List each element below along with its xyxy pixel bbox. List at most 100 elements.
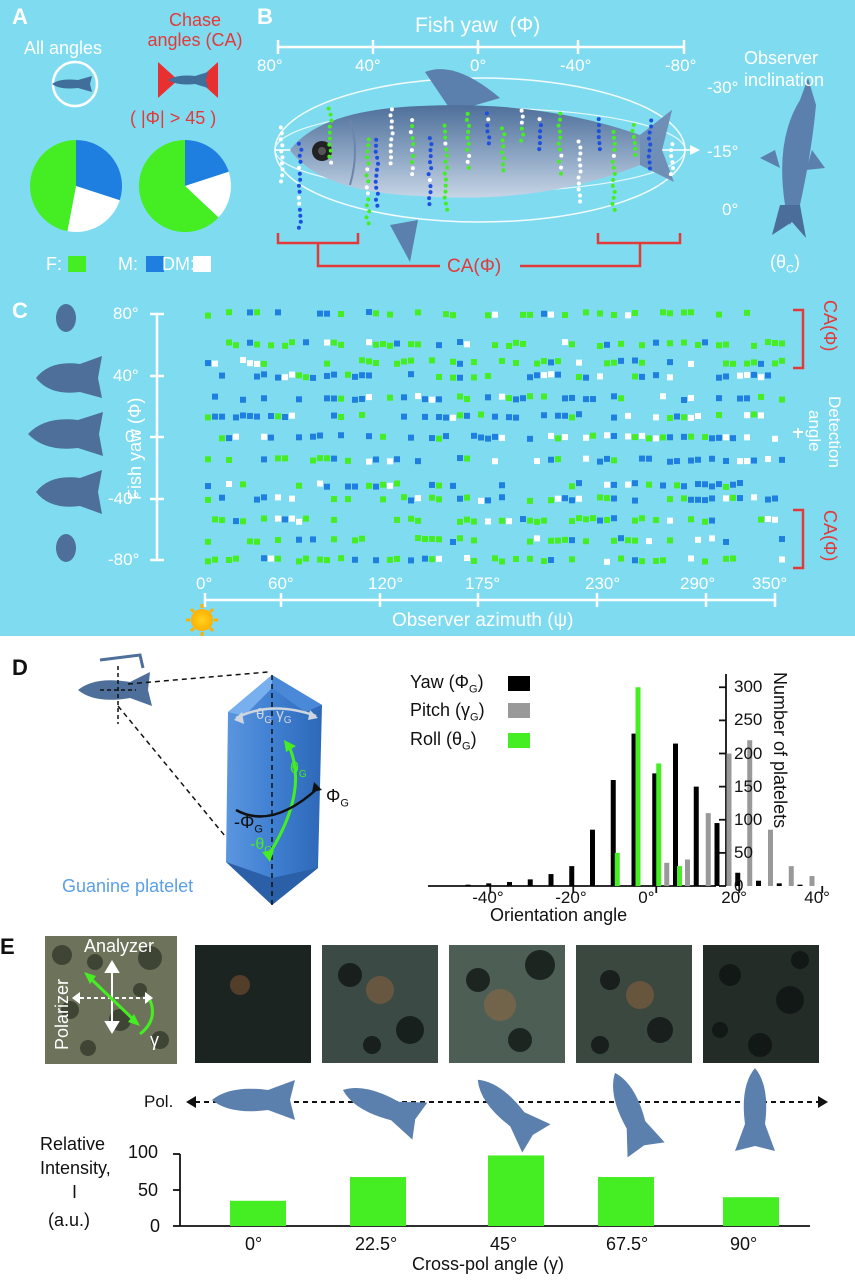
- c-dot: [261, 515, 267, 522]
- b-dot: [537, 141, 542, 146]
- b-dot: [611, 165, 616, 170]
- d-xtick: -40°: [472, 888, 504, 907]
- observer-symbol: (θC): [770, 252, 800, 276]
- c-dot: [639, 455, 645, 462]
- c-dot: [527, 497, 533, 504]
- c-dot: [716, 374, 722, 381]
- b-dot: [557, 117, 562, 122]
- c-dot: [688, 457, 694, 464]
- b-dot: [328, 112, 333, 117]
- hist-bar-pitch: [809, 876, 815, 886]
- c-dot: [625, 433, 631, 440]
- c-dot: [716, 395, 722, 402]
- b-dot: [375, 203, 380, 208]
- b-dot: [388, 113, 393, 118]
- b-dot: [443, 159, 448, 164]
- panel-label-c: C: [12, 298, 28, 323]
- c-dot: [562, 412, 568, 419]
- panel-a: [30, 60, 231, 272]
- c-dot: [583, 538, 589, 545]
- c-dot: [513, 339, 519, 346]
- c-dot: [436, 414, 442, 421]
- c-dot: [569, 394, 575, 401]
- c-dot: [569, 483, 575, 490]
- c-dot: [688, 395, 694, 402]
- b-dot: [486, 141, 491, 146]
- c-dot: [541, 412, 547, 419]
- b-dot: [298, 177, 303, 182]
- b-dot: [647, 148, 652, 153]
- b-dot: [428, 190, 433, 195]
- c-dot: [751, 371, 757, 378]
- b-dot: [631, 122, 636, 127]
- c-dot: [702, 339, 708, 346]
- c-dot: [366, 372, 372, 379]
- hist-bar-pitch: [726, 753, 732, 886]
- c-ytick-1: 40°: [113, 366, 139, 385]
- b-dot: [278, 125, 283, 130]
- c-dot: [415, 341, 421, 348]
- c-xtick-3: 175°: [465, 574, 501, 593]
- b-dot: [445, 165, 450, 170]
- d-ytick-250: 250: [734, 710, 763, 730]
- b-dot: [279, 179, 284, 184]
- c-dot: [261, 456, 267, 463]
- c-dot: [702, 434, 708, 441]
- c-dot: [205, 538, 211, 545]
- c-dot: [765, 372, 771, 379]
- all-angles-label: All angles: [24, 38, 103, 58]
- d-ytick-100: 100: [734, 809, 763, 829]
- c-dot: [254, 341, 260, 348]
- c-dot: [338, 413, 344, 420]
- b-dot: [374, 143, 379, 148]
- c-dot: [702, 497, 708, 504]
- c-dot: [779, 340, 785, 347]
- b-dot: [388, 161, 393, 166]
- hist-bar-yaw: [486, 883, 492, 886]
- c-dot: [576, 515, 582, 522]
- hist-bar-yaw: [548, 874, 554, 886]
- c-xtick-2: 120°: [368, 574, 404, 593]
- b-dot: [389, 107, 394, 112]
- b-dot: [390, 131, 395, 136]
- c-dot: [548, 432, 554, 439]
- c-dot: [639, 373, 645, 380]
- c-dot: [373, 310, 379, 317]
- c-dot: [429, 435, 435, 442]
- hist-bar-pitch: [747, 740, 753, 886]
- c-dot: [758, 412, 764, 419]
- b-dot: [465, 111, 470, 116]
- c-dot: [317, 556, 323, 563]
- polarizer-label: Polarizer: [52, 978, 72, 1050]
- c-dot: [716, 311, 722, 318]
- c-dot: [450, 414, 456, 421]
- c-dot: [639, 432, 645, 439]
- c-dot: [660, 393, 666, 400]
- c-dot: [226, 435, 232, 442]
- c-dot: [632, 517, 638, 524]
- c-dot: [611, 433, 617, 440]
- b-dot: [557, 147, 562, 152]
- c-dot: [660, 482, 666, 489]
- c-ytick-4: -80°: [108, 550, 140, 569]
- c-dot: [513, 414, 519, 421]
- c-dot: [296, 396, 302, 403]
- c-ca-top: CA(Φ): [820, 300, 840, 352]
- c-dot: [331, 412, 337, 419]
- hist-bar-yaw: [797, 884, 803, 886]
- b-dot: [364, 185, 369, 190]
- b-dot: [410, 172, 415, 177]
- c-dot: [212, 393, 218, 400]
- c-dot: [310, 433, 316, 440]
- c-dot: [632, 480, 638, 487]
- c-dot: [716, 434, 722, 441]
- c-dot: [324, 455, 330, 462]
- c-dot: [709, 495, 715, 502]
- c-dot: [345, 483, 351, 490]
- c-dot: [737, 495, 743, 502]
- c-dot: [611, 359, 617, 366]
- b-dot: [278, 137, 283, 142]
- c-dot: [275, 413, 281, 420]
- b-dot: [366, 137, 371, 142]
- b-dot: [443, 141, 448, 146]
